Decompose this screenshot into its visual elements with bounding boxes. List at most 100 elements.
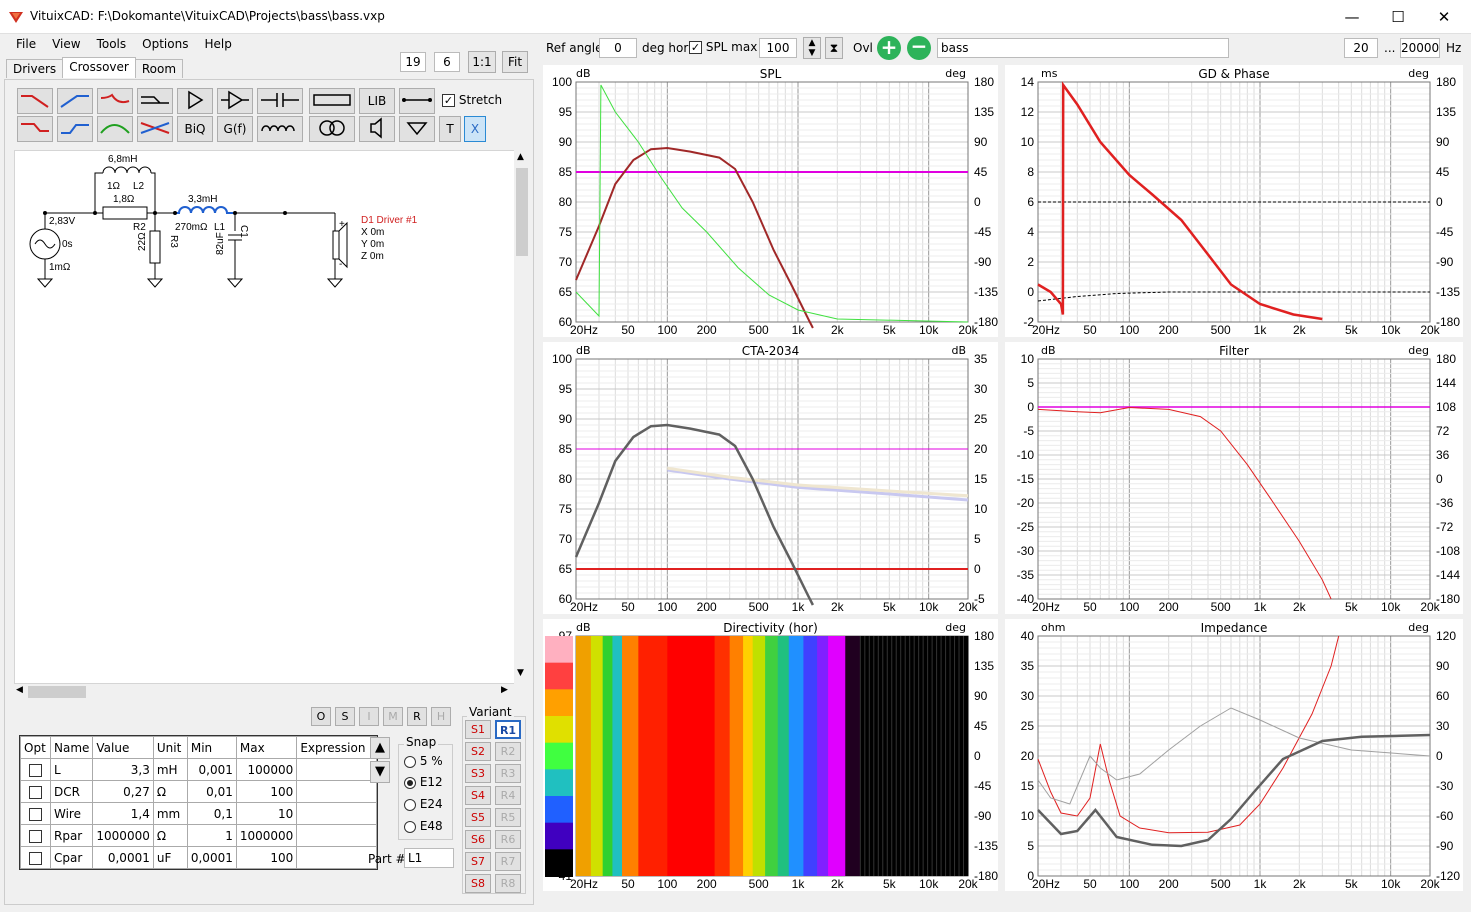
tab-room[interactable]: Room — [134, 59, 184, 78]
cell-expression[interactable] — [296, 824, 378, 847]
cell-expression[interactable] — [296, 802, 378, 825]
variant-r5-button[interactable]: R5 — [495, 808, 521, 827]
cell-value[interactable]: 0,0001 — [92, 846, 154, 869]
allpass-tool[interactable] — [137, 116, 173, 142]
variant-r7-button[interactable]: R7 — [495, 852, 521, 871]
variant-r4-button[interactable]: R4 — [495, 786, 521, 805]
cell-name[interactable]: Cpar — [49, 846, 94, 869]
snap-e12[interactable]: E12 — [404, 775, 443, 789]
opamp-tool[interactable] — [217, 88, 253, 114]
cell-max[interactable]: 100 — [235, 780, 298, 803]
osbutton-m[interactable]: M — [383, 707, 403, 726]
lowpass-2nd-tool[interactable] — [17, 116, 53, 142]
cell-max[interactable]: 1000000 — [235, 824, 298, 847]
cell-unit[interactable]: Ω — [152, 824, 188, 847]
cell-expression[interactable] — [296, 758, 378, 781]
driver-tool[interactable] — [359, 116, 395, 142]
hscroll-thumb[interactable] — [28, 686, 86, 698]
opt-checkbox-cell[interactable] — [20, 780, 51, 803]
scroll-down-icon[interactable]: ▼ — [517, 668, 524, 678]
table-row[interactable]: Rpar 1000000 Ω 1 1000000 — [20, 824, 378, 847]
cell-value[interactable]: 0,27 — [92, 780, 154, 803]
add-overlay-icon[interactable]: + — [877, 36, 901, 60]
variant-s7-button[interactable]: S7 — [465, 852, 491, 871]
cell-name[interactable]: L — [49, 758, 94, 781]
stretch-checkbox[interactable]: ✓ Stretch — [442, 93, 502, 107]
table-row[interactable]: Wire 1,4 mm 0,1 10 — [20, 802, 378, 825]
opt-checkbox[interactable] — [29, 829, 42, 843]
cell-min[interactable]: 0,01 — [186, 780, 237, 803]
wire-tool[interactable] — [399, 88, 435, 114]
highpass-2nd-tool[interactable] — [57, 116, 93, 142]
highpass-1st-tool[interactable] — [57, 88, 93, 114]
cell-unit[interactable]: Ω — [152, 780, 188, 803]
variant-s3-button[interactable]: S3 — [465, 764, 491, 783]
cell-unit[interactable]: mH — [152, 758, 188, 781]
transfer-function-tool[interactable]: G(f) — [217, 116, 253, 142]
hourglass-icon[interactable]: ⧗ — [825, 37, 843, 59]
variant-s8-button[interactable]: S8 — [465, 874, 491, 893]
opt-checkbox-cell[interactable] — [20, 824, 51, 847]
variant-r8-button[interactable]: R8 — [495, 874, 521, 893]
cell-expression[interactable] — [296, 846, 378, 869]
freq-min-input[interactable]: 20 — [1344, 38, 1378, 58]
table-row[interactable]: DCR 0,27 Ω 0,01 100 — [20, 780, 378, 803]
scroll-up-icon[interactable]: ▲ — [517, 152, 524, 162]
variant-s4-button[interactable]: S4 — [465, 786, 491, 805]
osbutton-r[interactable]: R — [407, 707, 427, 726]
impedance-graph[interactable]: Impedance ohm deg 40 35 30 25 20 15 10 5 0 120 90 6… — [1005, 619, 1463, 891]
close-button[interactable]: ✕ — [1437, 8, 1451, 26]
capacitor-tool[interactable] — [257, 88, 303, 114]
resistor-tool[interactable] — [309, 88, 355, 114]
cell-min[interactable]: 0,1 — [186, 802, 237, 825]
cell-name[interactable]: Rpar — [49, 824, 94, 847]
cell-max[interactable]: 100000 — [235, 758, 298, 781]
part-number-input[interactable]: L1 — [404, 848, 454, 868]
opt-checkbox-cell[interactable] — [20, 802, 51, 825]
osbutton-h[interactable]: H — [431, 707, 451, 726]
opt-checkbox[interactable] — [29, 785, 42, 799]
overlay-name-input[interactable]: bass — [937, 38, 1229, 58]
move-up-button[interactable]: ▲ — [370, 737, 390, 759]
notch-tool[interactable] — [97, 88, 133, 114]
schematic-hscrollbar[interactable]: ◀ ▶ — [14, 684, 514, 700]
table-row[interactable]: L 3,3 mH 0,001 100000 — [20, 758, 378, 781]
variant-r6-button[interactable]: R6 — [495, 830, 521, 849]
directivity-graph[interactable]: Directivity (hor) dB deg 978981736557494… — [543, 619, 998, 891]
cell-name[interactable]: Wire — [49, 802, 94, 825]
vscroll-thumb[interactable] — [516, 168, 528, 256]
freq-max-input[interactable]: 20000 — [1400, 38, 1440, 58]
cell-expression[interactable] — [296, 780, 378, 803]
cell-name[interactable]: DCR — [49, 780, 94, 803]
variant-r1-button[interactable]: R1 — [495, 720, 521, 739]
library-tool[interactable]: LIB — [359, 88, 395, 114]
cell-unit[interactable]: uF — [152, 846, 188, 869]
delete-tool[interactable]: X — [464, 116, 486, 142]
scroll-right-icon[interactable]: ▶ — [501, 685, 508, 695]
spl-max-checkbox[interactable]: ✓ SPL max — [689, 40, 757, 54]
spl-graph[interactable]: SPL dB deg 100 95 90 85 80 75 70 65 60 180 135 90 45… — [543, 65, 998, 337]
tab-drivers[interactable]: Drivers — [6, 59, 64, 78]
opt-checkbox[interactable] — [29, 763, 42, 777]
shelf-tool[interactable] — [137, 88, 173, 114]
menu-view[interactable]: View — [52, 37, 81, 51]
ground-tool[interactable] — [399, 116, 435, 142]
grid-x-field[interactable]: 19 — [400, 52, 426, 72]
opt-checkbox-cell[interactable] — [20, 846, 51, 869]
remove-overlay-icon[interactable]: − — [907, 36, 931, 60]
buffer-tool[interactable] — [177, 88, 213, 114]
variant-s6-button[interactable]: S6 — [465, 830, 491, 849]
menu-tools[interactable]: Tools — [96, 37, 127, 51]
gd-phase-graph[interactable]: GD & Phase ms deg 14 12 10 8 6 4 2 0 -2 180 135 90 4… — [1005, 65, 1463, 337]
maximize-button[interactable]: ☐ — [1391, 8, 1405, 26]
opt-checkbox[interactable] — [29, 851, 42, 865]
opt-checkbox[interactable] — [29, 807, 42, 821]
cell-value[interactable]: 1000000 — [92, 824, 154, 847]
snap-e24[interactable]: E24 — [404, 797, 443, 811]
cell-unit[interactable]: mm — [152, 802, 188, 825]
spl-max-spinner[interactable]: ▲ ▼ — [803, 37, 821, 59]
move-down-button[interactable]: ▼ — [370, 761, 390, 783]
transformer-tool[interactable] — [309, 116, 355, 142]
biquad-tool[interactable]: BiQ — [177, 116, 213, 142]
filter-graph[interactable]: Filter dB deg 10 5 0 -5 -10 -15 -20 -25 -30 -35 -4… — [1005, 342, 1463, 614]
